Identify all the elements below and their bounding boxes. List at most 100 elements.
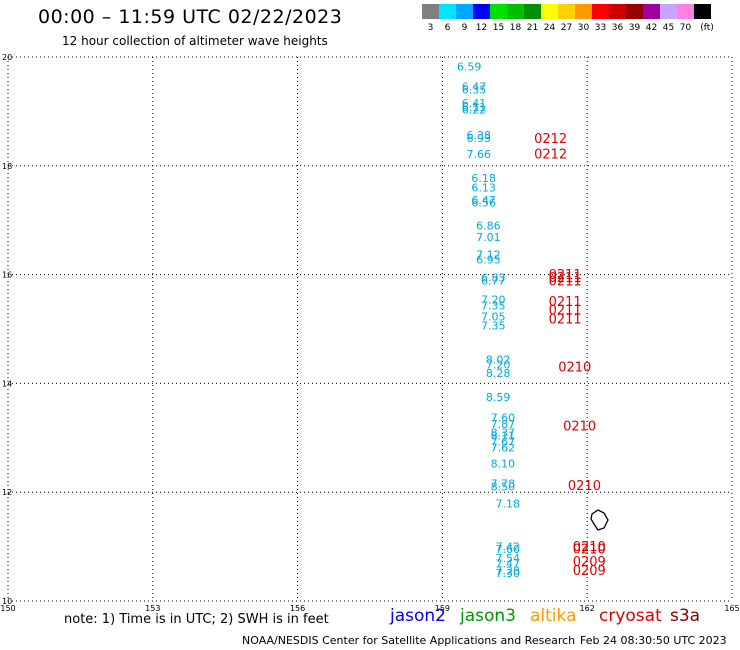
map-grid [7, 56, 733, 602]
wave-height-label: 6.22 [462, 104, 487, 117]
wave-height-label: 7.42 [495, 540, 520, 553]
wave-height-label: 6.86 [476, 219, 501, 232]
pass-date-label: 0211 [549, 313, 582, 328]
wave-height-label: 6.93 [467, 132, 492, 145]
wave-height-label: 6.18 [471, 172, 496, 185]
legend-label: 39 [628, 23, 641, 33]
wave-height-label: 6.56 [471, 197, 496, 210]
wave-height-label: 7.60 [491, 411, 515, 424]
credit-text: NOAA/NESDIS Center for Satellite Applica… [242, 634, 576, 647]
satellite-jason3: jason3 [460, 606, 516, 626]
legend-label: 33 [594, 23, 607, 33]
pass-date-label: 0211 [549, 271, 582, 286]
pass-date-label: 0212 [534, 132, 567, 147]
satellite-cryosat: cryosat [599, 606, 662, 626]
wave-height-label: 6.13 [471, 181, 496, 194]
lon-tick-label: 165 [724, 604, 739, 613]
legend-swatch [422, 4, 439, 19]
wave-height-label: 6.77 [481, 274, 506, 287]
legend-unit: (ft) [700, 23, 714, 33]
wave-height-label: 7.35 [481, 320, 506, 333]
legend-swatch [592, 4, 609, 19]
wave-height-label: 7.62 [491, 441, 515, 454]
lat-tick-label: 16 [2, 271, 12, 280]
wave-height-label: 7.54 [495, 552, 520, 565]
lon-tick-label: 156 [290, 604, 305, 613]
wave-height-label: 7.66 [467, 148, 492, 161]
lon-tick-label: 153 [145, 604, 160, 613]
pass-date-label: 0211 [549, 268, 582, 283]
wave-height-label: 8.37 [491, 427, 515, 440]
lat-tick-label: 20 [2, 53, 12, 62]
pass-date-labels: 0212021202110211021102110211021102100210… [534, 132, 606, 579]
legend-label: 45 [662, 23, 675, 33]
pass-date-label: 0210 [573, 543, 606, 558]
pass-date-label: 0211 [549, 303, 582, 318]
wave-height-label: 7.18 [495, 497, 520, 510]
legend-swatch [643, 4, 660, 19]
legend-swatch [677, 4, 694, 19]
legend-swatch [439, 4, 456, 19]
legend-label: 70 [679, 23, 692, 33]
wave-height-label: 6.41 [462, 97, 487, 110]
wave-height-label: 6.59 [457, 61, 482, 74]
wave-height-label: 7.20 [486, 359, 511, 372]
title: 00:00 – 11:59 UTC 02/22/2023 [38, 6, 343, 28]
wave-height-label: 7.05 [481, 310, 506, 323]
legend-swatch [558, 4, 575, 19]
legend-label: 15 [492, 23, 505, 33]
wave-height-labels: 6.596.476.356.416.116.226.386.937.666.18… [457, 61, 520, 580]
legend-swatch [490, 4, 507, 19]
note-text: note: 1) Time is in UTC; 2) SWH is in fe… [64, 612, 329, 627]
legend-label: 30 [577, 23, 590, 33]
wave-height-label: 6.11 [462, 101, 487, 114]
island-outline [590, 509, 609, 531]
wave-height-label: 6.95 [476, 254, 501, 267]
pass-date-label: 0211 [549, 295, 582, 310]
pass-date-label: 0212 [534, 148, 567, 163]
legend-swatch [456, 4, 473, 19]
lon-tick-label: 162 [580, 604, 595, 613]
wave-height-label: 7.30 [495, 567, 520, 580]
wave-height-label: 6.47 [471, 194, 496, 207]
wave-height-label: 6.47 [462, 81, 487, 94]
wave-height-label: 7.28 [495, 564, 520, 577]
legend-swatch [626, 4, 643, 19]
wave-height-label: 8.11 [491, 429, 515, 442]
legend-label: 42 [645, 23, 658, 33]
lon-tick-label: 159 [435, 604, 450, 613]
lat-tick-label: 14 [2, 379, 12, 388]
pass-date-label: 0210 [563, 420, 596, 435]
legend-label: 18 [509, 23, 522, 33]
pass-date-label: 0209 [573, 564, 606, 579]
wave-height-label: 7.67 [491, 435, 515, 448]
wave-height-label: 8.02 [486, 353, 511, 366]
wave-height-label: 6.83 [481, 272, 506, 285]
legend-label: 27 [560, 23, 573, 33]
pass-date-label: 0210 [568, 479, 601, 494]
legend-swatch [473, 4, 490, 19]
pass-date-label: 0210 [573, 540, 606, 555]
wave-height-label: 7.60 [495, 543, 520, 556]
legend-label: 12 [475, 23, 488, 33]
satellite-s3a: s3a [670, 606, 701, 626]
wave-height-label: 8.59 [486, 391, 511, 404]
wave-height-label: 7.01 [476, 231, 501, 244]
wave-height-label: 8.10 [491, 458, 515, 471]
lon-tick-label: 150 [0, 604, 15, 613]
legend-label: 21 [526, 23, 539, 33]
satellite-altika: altika [530, 606, 577, 626]
legend-label: 36 [611, 23, 624, 33]
generated-timestamp: Feb 24 08:30:50 UTC 2023 [580, 634, 727, 647]
legend-swatch [507, 4, 524, 19]
wave-height-label: 7.47 [495, 557, 520, 570]
legend-label: 3 [427, 23, 434, 33]
wave-height-label: 7.12 [476, 248, 501, 261]
lat-tick-label: 12 [2, 488, 12, 497]
legend-swatch [660, 4, 677, 19]
wave-height-label: 8.50 [491, 481, 515, 494]
wave-height-label: 7.35 [481, 299, 506, 312]
wave-height-label: 7.87 [491, 418, 515, 431]
pass-date-label: 0209 [573, 555, 606, 570]
subtitle: 12 hour collection of altimeter wave hei… [62, 34, 328, 48]
